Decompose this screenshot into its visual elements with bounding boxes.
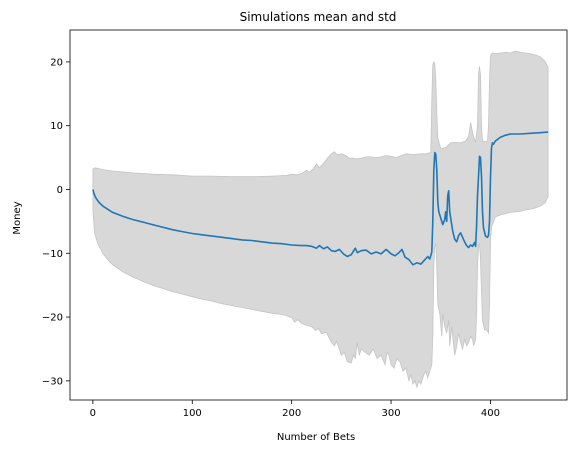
chart-title: Simulations mean and std: [240, 10, 397, 24]
x-tick-label: 200: [282, 408, 301, 419]
y-axis-ticks: 20 10 0 −10 −20 −30: [42, 57, 70, 387]
x-tick-label: 100: [183, 408, 202, 419]
y-tick-label: −10: [42, 249, 63, 260]
x-tick-label: 300: [382, 408, 401, 419]
y-tick-label: −20: [42, 313, 63, 324]
plot-frame: [69, 29, 568, 401]
plot-area: [92, 50, 549, 389]
y-tick-label: −30: [42, 376, 63, 387]
x-tick-label: 0: [90, 408, 96, 419]
x-tick-label: 400: [481, 408, 500, 419]
y-tick-label: 10: [50, 121, 63, 132]
mean-line: [92, 131, 549, 266]
std-band: [92, 50, 549, 389]
x-axis-ticks: 0 100 200 300 400: [90, 400, 500, 419]
x-axis-label: Number of Bets: [277, 432, 355, 443]
y-tick-label: 20: [50, 57, 63, 68]
y-axis-label: Money: [12, 201, 23, 234]
y-tick-label: 0: [57, 185, 63, 196]
